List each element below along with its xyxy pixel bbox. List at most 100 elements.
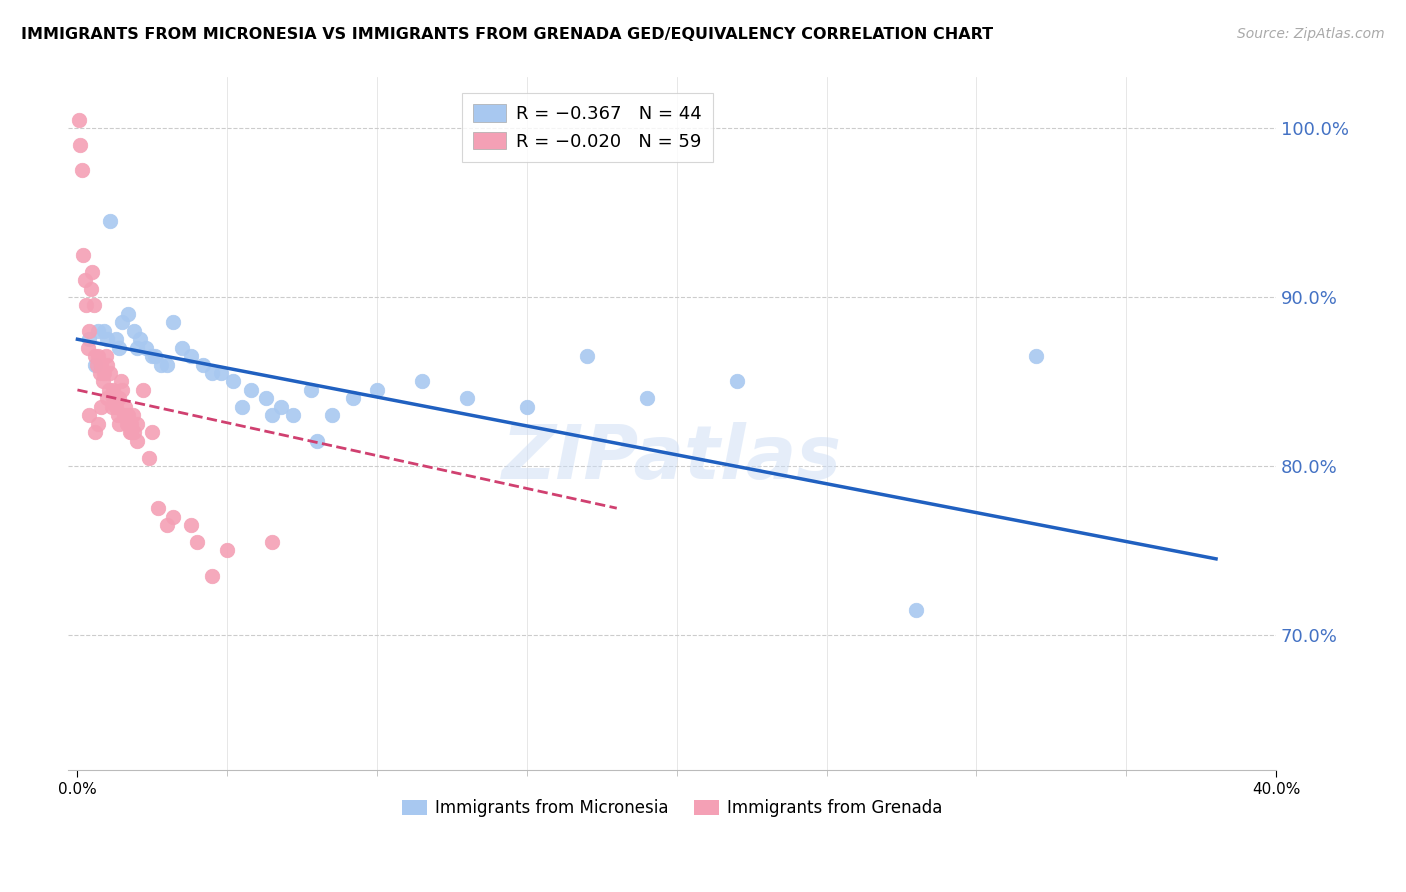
Point xyxy=(321,409,343,423)
Point xyxy=(84,358,107,372)
Point xyxy=(162,315,184,329)
Point xyxy=(100,366,122,380)
Point xyxy=(201,366,224,380)
Point xyxy=(97,383,120,397)
Point xyxy=(90,358,112,372)
Point xyxy=(108,341,131,355)
Point xyxy=(87,324,110,338)
Point xyxy=(87,417,110,431)
Point xyxy=(112,409,135,423)
Point xyxy=(84,425,107,439)
Point xyxy=(240,383,263,397)
Point xyxy=(107,409,129,423)
Point xyxy=(111,383,134,397)
Point xyxy=(201,568,224,582)
Point xyxy=(138,450,160,465)
Point xyxy=(79,332,101,346)
Text: Source: ZipAtlas.com: Source: ZipAtlas.com xyxy=(1237,27,1385,41)
Point xyxy=(127,341,149,355)
Point xyxy=(94,349,117,363)
Point xyxy=(411,375,433,389)
Point xyxy=(80,282,103,296)
Text: ZIPatlas: ZIPatlas xyxy=(502,422,842,495)
Point xyxy=(115,417,138,431)
Point xyxy=(103,383,125,397)
Point xyxy=(172,341,194,355)
Point xyxy=(124,425,146,439)
Point xyxy=(186,535,208,549)
Point xyxy=(104,392,127,406)
Point xyxy=(270,400,292,414)
Point xyxy=(77,341,100,355)
Point xyxy=(141,349,163,363)
Point xyxy=(366,383,388,397)
Point xyxy=(307,434,329,448)
Point xyxy=(90,400,112,414)
Point xyxy=(69,138,91,153)
Point xyxy=(79,409,101,423)
Point xyxy=(96,392,118,406)
Point xyxy=(209,366,232,380)
Point xyxy=(89,366,111,380)
Point xyxy=(87,349,110,363)
Point xyxy=(135,341,157,355)
Point xyxy=(156,358,179,372)
Point xyxy=(105,400,128,414)
Point xyxy=(72,248,94,262)
Point xyxy=(111,315,134,329)
Point xyxy=(118,425,141,439)
Point xyxy=(120,417,142,431)
Point xyxy=(262,409,284,423)
Point xyxy=(79,324,101,338)
Point xyxy=(120,425,142,439)
Point xyxy=(93,324,115,338)
Legend: Immigrants from Micronesia, Immigrants from Grenada: Immigrants from Micronesia, Immigrants f… xyxy=(395,793,949,824)
Point xyxy=(117,307,139,321)
Point xyxy=(91,375,114,389)
Point xyxy=(73,273,96,287)
Point xyxy=(83,298,105,312)
Point xyxy=(143,349,166,363)
Point xyxy=(108,417,131,431)
Point xyxy=(905,602,928,616)
Point xyxy=(100,214,122,228)
Point xyxy=(148,501,170,516)
Point xyxy=(180,518,202,533)
Point xyxy=(141,425,163,439)
Point xyxy=(299,383,322,397)
Point xyxy=(180,349,202,363)
Point xyxy=(217,543,239,558)
Point xyxy=(108,392,131,406)
Point xyxy=(636,392,658,406)
Point xyxy=(114,400,136,414)
Point xyxy=(117,409,139,423)
Point xyxy=(162,509,184,524)
Point xyxy=(262,535,284,549)
Point xyxy=(103,392,125,406)
Point xyxy=(575,349,598,363)
Text: IMMIGRANTS FROM MICRONESIA VS IMMIGRANTS FROM GRENADA GED/EQUIVALENCY CORRELATIO: IMMIGRANTS FROM MICRONESIA VS IMMIGRANTS… xyxy=(21,27,993,42)
Point xyxy=(1025,349,1047,363)
Point xyxy=(516,400,538,414)
Point xyxy=(150,358,173,372)
Point xyxy=(75,298,97,312)
Point xyxy=(96,332,118,346)
Point xyxy=(193,358,215,372)
Point xyxy=(84,349,107,363)
Point xyxy=(110,375,132,389)
Point xyxy=(254,392,277,406)
Point xyxy=(96,358,118,372)
Point xyxy=(127,417,149,431)
Point xyxy=(283,409,305,423)
Point xyxy=(67,112,90,127)
Point xyxy=(725,375,748,389)
Point xyxy=(127,434,149,448)
Point xyxy=(86,358,108,372)
Point xyxy=(231,400,253,414)
Point xyxy=(124,324,146,338)
Point xyxy=(456,392,478,406)
Point xyxy=(129,332,152,346)
Point xyxy=(101,400,124,414)
Point xyxy=(132,383,155,397)
Point xyxy=(93,366,115,380)
